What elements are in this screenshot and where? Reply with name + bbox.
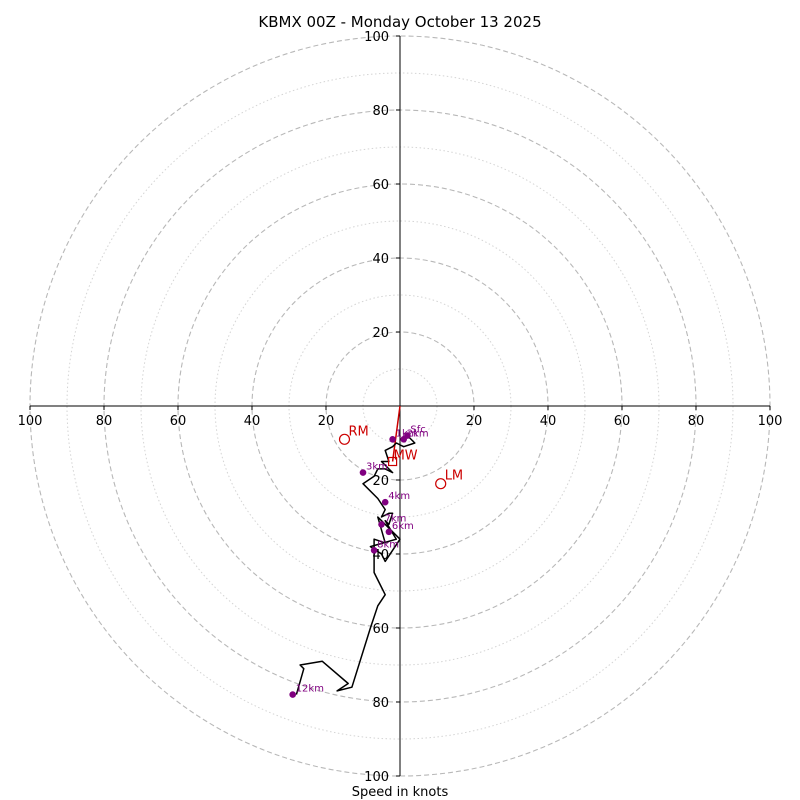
height-label: 3km	[366, 462, 388, 473]
height-point	[400, 436, 408, 443]
height-point	[381, 498, 389, 506]
chart-title: KBMX 00Z - Monday October 13 2025	[258, 13, 541, 31]
height-label: 7km	[385, 513, 407, 524]
x-tick-label: 80	[688, 414, 705, 429]
shear-layer	[391, 405, 401, 462]
height-point	[289, 691, 297, 698]
height-label: Sfc	[410, 425, 425, 436]
x-tick-label: 60	[614, 414, 631, 429]
height-point	[389, 436, 396, 443]
y-tick-label: 60	[372, 178, 389, 193]
height-point	[370, 547, 378, 554]
mw-marker	[388, 456, 398, 467]
x-tick-label: 40	[244, 414, 261, 429]
rm-label: RM	[349, 424, 369, 439]
y-tick-label: 40	[372, 252, 389, 267]
x-axis-label: Speed in knots	[352, 785, 449, 800]
mw-label: MW	[394, 449, 418, 464]
y-tick-label: 20	[372, 474, 389, 489]
lm-label: LM	[445, 469, 463, 484]
x-tick-label: 100	[18, 414, 43, 429]
height-label: 1km	[396, 428, 418, 439]
hodograph-trace-layer	[295, 435, 416, 695]
x-tick-label: 60	[170, 414, 187, 429]
height-label: 6km	[392, 521, 414, 532]
x-tick-label: 100	[758, 414, 783, 429]
x-tick-label: 40	[540, 414, 557, 429]
lm-marker	[435, 478, 447, 490]
x-tick-label: 80	[96, 414, 113, 429]
shear-vector	[391, 405, 401, 462]
y-tick-label: 60	[372, 622, 389, 637]
height-label: 2km	[407, 428, 429, 439]
tick-labels: 100 80 60 40 20 20 40 60 80 100204060801002040608…	[18, 30, 783, 785]
height-label: 12km	[296, 684, 324, 695]
height-label: 8km	[377, 539, 399, 550]
y-tick-label: 100	[364, 770, 389, 785]
hodograph-trace	[295, 435, 416, 695]
height-point	[385, 528, 393, 536]
height-point	[378, 521, 385, 528]
storm-motion-layer: RM LM MW	[338, 424, 463, 490]
y-tick-label: 80	[372, 104, 389, 119]
x-tick-label: 20	[466, 414, 483, 429]
height-point	[359, 469, 367, 476]
y-tick-label: 80	[372, 696, 389, 711]
y-tick-label: 20	[372, 326, 389, 341]
rm-marker	[338, 433, 351, 445]
y-tick-label: 100	[364, 30, 389, 45]
x-tick-label: 20	[318, 414, 335, 429]
height-label: 4km	[388, 491, 410, 502]
